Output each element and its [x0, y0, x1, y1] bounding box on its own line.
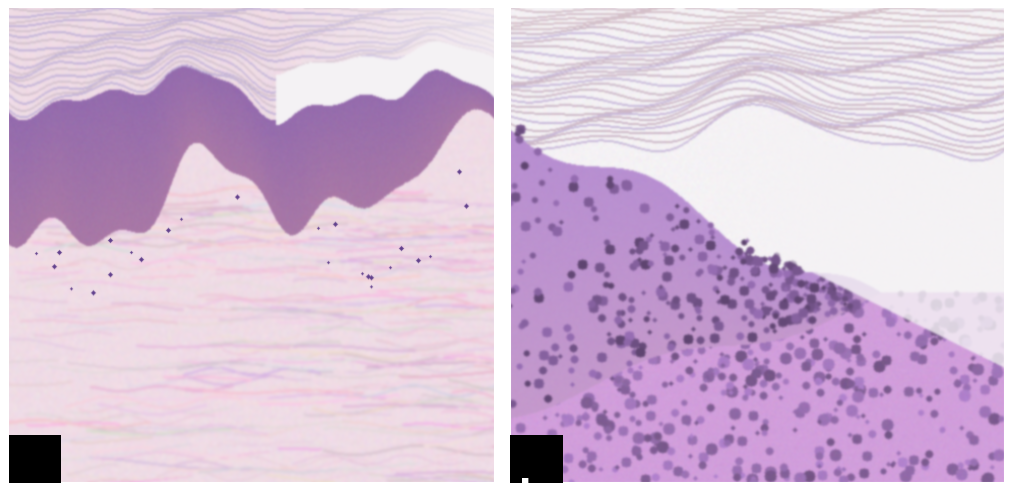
- Bar: [8, 435, 61, 483]
- Text: b: b: [520, 477, 545, 490]
- Bar: [511, 435, 563, 483]
- Text: a: a: [18, 477, 42, 490]
